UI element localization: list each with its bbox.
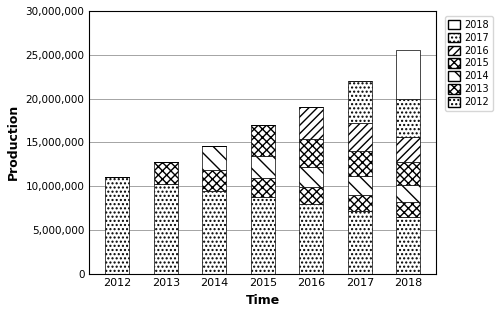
- Bar: [250, 125, 275, 156]
- Y-axis label: Production: Production: [7, 104, 20, 181]
- Bar: [348, 195, 372, 211]
- Bar: [396, 202, 420, 217]
- Bar: [299, 139, 324, 167]
- X-axis label: Time: Time: [246, 294, 280, 307]
- Bar: [348, 151, 372, 176]
- Bar: [299, 187, 324, 204]
- Bar: [299, 167, 324, 187]
- Bar: [396, 162, 420, 185]
- Bar: [348, 176, 372, 195]
- Legend: 2018, 2017, 2016, 2015, 2014, 2013, 2012: 2018, 2017, 2016, 2015, 2014, 2013, 2012: [444, 16, 492, 111]
- Bar: [299, 204, 324, 273]
- Bar: [202, 191, 226, 273]
- Bar: [396, 217, 420, 273]
- Bar: [202, 170, 226, 191]
- Bar: [250, 156, 275, 178]
- Bar: [396, 50, 420, 100]
- Bar: [250, 198, 275, 273]
- Bar: [396, 137, 420, 162]
- Bar: [348, 81, 372, 123]
- Bar: [396, 100, 420, 137]
- Bar: [154, 162, 178, 184]
- Bar: [348, 211, 372, 273]
- Bar: [154, 184, 178, 273]
- Bar: [348, 123, 372, 151]
- Bar: [299, 107, 324, 139]
- Bar: [396, 185, 420, 202]
- Bar: [250, 178, 275, 198]
- Bar: [202, 146, 226, 170]
- Bar: [105, 177, 130, 273]
